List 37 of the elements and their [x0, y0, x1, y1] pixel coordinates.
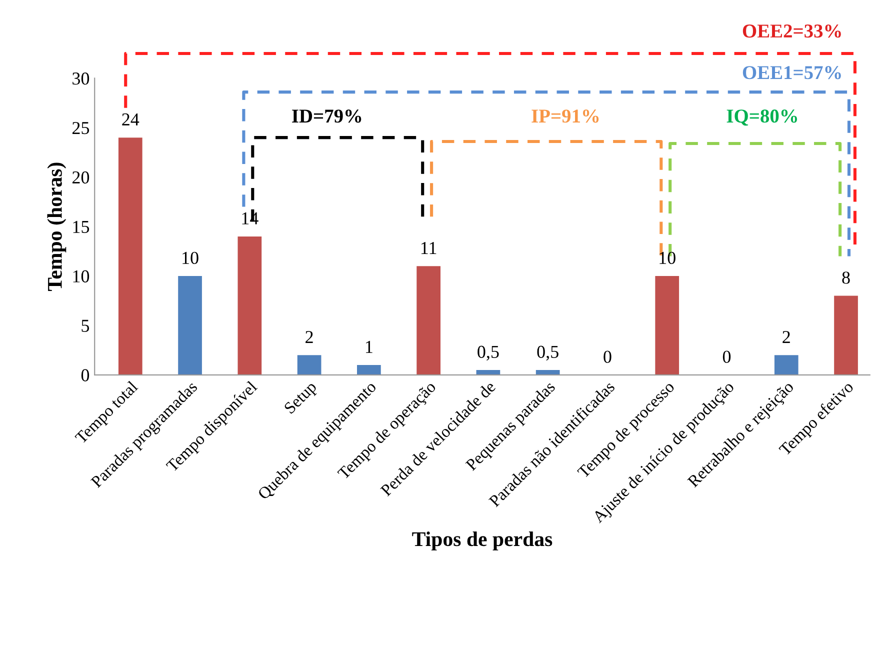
bar: [774, 355, 798, 375]
bar: [118, 138, 142, 375]
y-tick-label: 15: [73, 220, 90, 234]
bar: [834, 296, 858, 375]
bar: [357, 365, 381, 375]
annotation: ID=79%: [292, 110, 362, 123]
y-tick-label: 30: [72, 72, 90, 85]
data-label: 0: [604, 350, 612, 363]
annotation: IP=91%: [532, 110, 599, 123]
text: OEE2=33%: [742, 24, 841, 38]
bar: [297, 355, 322, 375]
y-tick-label: 10: [73, 270, 90, 282]
data-label: 24: [122, 113, 140, 126]
bar: [476, 370, 500, 375]
annotation: IQ=80%: [726, 110, 798, 126]
data-label: 2: [782, 330, 790, 343]
data-label: 0,5: [537, 346, 558, 361]
bar: [178, 276, 202, 375]
data-label: 0: [722, 350, 731, 363]
bar: [655, 276, 680, 375]
y-tick-label: 20: [72, 171, 90, 184]
data-label: 1: [366, 340, 372, 353]
y-tick-label: 25: [72, 122, 90, 134]
bar: [238, 236, 262, 375]
y-tick-label: 0: [81, 369, 90, 382]
data-label: 8: [842, 272, 850, 284]
x-axis-title: Tipos de perdas: [412, 532, 552, 550]
data-label: 10: [182, 252, 198, 264]
y-tick-label: 5: [82, 320, 90, 332]
annotation: OEE1=57%: [742, 66, 841, 80]
data-label: 2: [306, 330, 313, 343]
data-label: 10: [660, 252, 676, 264]
y-axis-title: Tempo (horas): [47, 162, 66, 291]
data-label: 0,5: [478, 346, 499, 361]
bar: [536, 370, 560, 375]
bar: [416, 266, 440, 375]
data-label: 11: [421, 242, 436, 254]
